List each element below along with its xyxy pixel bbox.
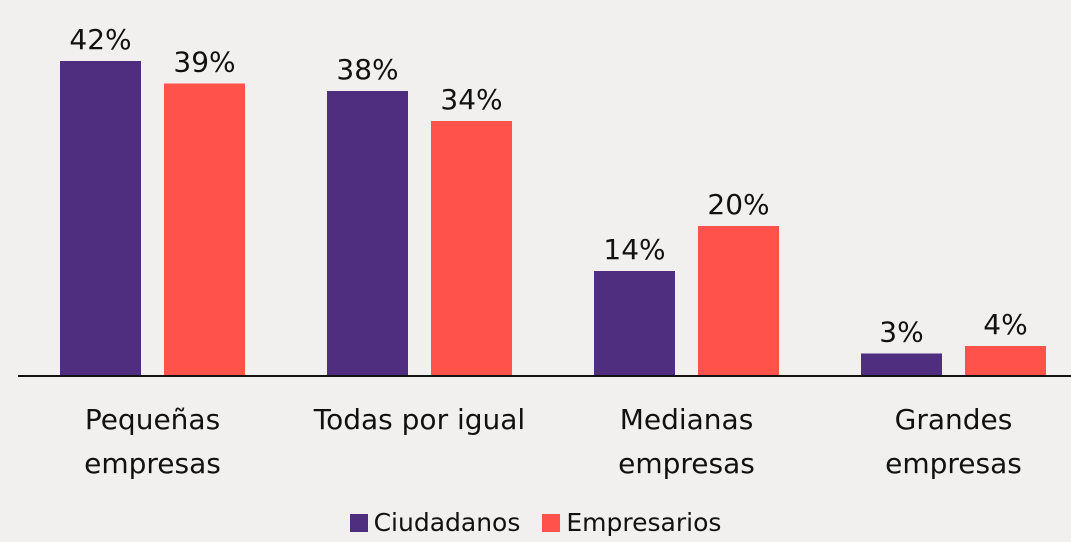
data-label: 20% bbox=[707, 188, 769, 221]
legend-swatch bbox=[542, 513, 561, 532]
bar bbox=[698, 226, 779, 376]
bar bbox=[431, 121, 512, 376]
bar bbox=[327, 91, 408, 376]
data-label: 14% bbox=[603, 233, 665, 266]
legend-swatch bbox=[349, 513, 368, 532]
x-tick-label: Medianas empresas bbox=[618, 403, 755, 480]
data-label: 4% bbox=[983, 308, 1027, 341]
x-tick-label: Todas por igual bbox=[313, 403, 526, 436]
bar bbox=[594, 271, 675, 376]
legend-item: Ciudadanos bbox=[349, 508, 521, 537]
x-tick-label: Grandes empresas bbox=[885, 403, 1022, 480]
legend-label: Empresarios bbox=[566, 508, 722, 537]
legend: Ciudadanos Empresarios bbox=[0, 508, 1071, 537]
legend-item: Empresarios bbox=[542, 508, 721, 537]
data-label: 38% bbox=[336, 53, 398, 86]
data-label: 34% bbox=[440, 83, 502, 116]
bar bbox=[965, 346, 1046, 376]
legend-label: Ciudadanos bbox=[373, 508, 521, 537]
data-label: 39% bbox=[173, 46, 235, 79]
data-label: 42% bbox=[69, 23, 131, 56]
x-tick-label: Pequeñas empresas bbox=[84, 403, 221, 480]
bar bbox=[861, 353, 942, 376]
bar bbox=[60, 61, 141, 376]
data-label: 3% bbox=[879, 316, 923, 349]
bar bbox=[164, 83, 245, 376]
